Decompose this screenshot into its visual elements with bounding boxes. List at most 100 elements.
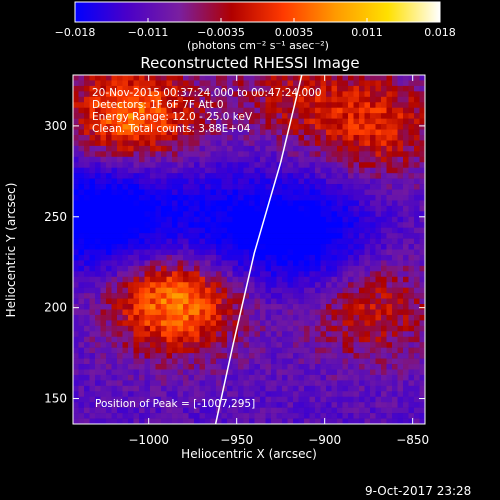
- heatmap-pixel: [232, 276, 239, 283]
- heatmap-pixel: [419, 124, 425, 130]
- heatmap-pixel: [155, 184, 162, 190]
- heatmap-pixel: [419, 353, 425, 359]
- heatmap-pixel: [375, 276, 382, 283]
- heatmap-pixel: [172, 129, 178, 136]
- heatmap-pixel: [309, 276, 316, 283]
- heatmap-pixel: [205, 75, 211, 81]
- heatmap-pixel: [320, 238, 327, 245]
- heatmap-pixel: [364, 194, 371, 201]
- heatmap-pixel: [348, 244, 354, 250]
- heatmap-pixel: [381, 129, 387, 136]
- heatmap-pixel: [276, 211, 283, 218]
- heatmap-pixel: [89, 178, 96, 185]
- heatmap-pixel: [331, 369, 338, 376]
- heatmap-pixel: [342, 194, 349, 201]
- heatmap-pixel: [100, 200, 107, 207]
- heatmap-pixel: [282, 162, 288, 168]
- heatmap-pixel: [375, 145, 382, 152]
- heatmap-pixel: [177, 287, 184, 294]
- heatmap-pixel: [122, 353, 129, 359]
- heatmap-pixel: [78, 156, 85, 163]
- heatmap-pixel: [133, 347, 140, 354]
- heatmap-pixel: [293, 216, 299, 223]
- heatmap-pixel: [419, 385, 425, 392]
- heatmap-pixel: [221, 304, 228, 310]
- heatmap-pixel: [293, 249, 299, 256]
- heatmap-pixel: [403, 325, 409, 332]
- heatmap-pixel: [161, 402, 167, 408]
- heatmap-pixel: [304, 287, 310, 294]
- heatmap-pixel: [106, 118, 112, 125]
- heatmap-pixel: [78, 205, 85, 212]
- heatmap-pixel: [353, 162, 360, 168]
- heatmap-pixel: [287, 265, 294, 272]
- heatmap-pixel: [139, 107, 145, 114]
- heatmap-pixel: [392, 118, 398, 125]
- heatmap-pixel: [205, 151, 211, 158]
- heatmap-pixel: [315, 140, 321, 147]
- heatmap-pixel: [249, 413, 255, 419]
- heatmap-pixel: [348, 145, 354, 152]
- heatmap-pixel: [210, 96, 217, 103]
- heatmap-pixel: [337, 96, 343, 103]
- heatmap-pixel: [216, 134, 222, 141]
- heatmap-pixel: [117, 151, 123, 158]
- heatmap-pixel: [161, 189, 167, 196]
- heatmap-pixel: [392, 265, 398, 272]
- heatmap-pixel: [260, 129, 266, 136]
- heatmap-pixel: [282, 80, 288, 87]
- heatmap-pixel: [84, 336, 90, 343]
- heatmap-pixel: [403, 254, 409, 261]
- heatmap-pixel: [260, 413, 266, 419]
- heatmap-pixel: [172, 216, 178, 223]
- heatmap-pixel: [342, 336, 349, 343]
- heatmap-pixel: [254, 249, 261, 256]
- heatmap-pixel: [232, 91, 239, 98]
- heatmap-pixel: [100, 391, 107, 398]
- heatmap-pixel: [144, 380, 151, 387]
- heatmap-pixel: [271, 298, 277, 305]
- heatmap-pixel: [166, 380, 173, 387]
- heatmap-pixel: [282, 151, 288, 158]
- heatmap-pixel: [381, 287, 387, 294]
- heatmap-pixel: [370, 396, 376, 403]
- heatmap-pixel: [188, 418, 195, 424]
- heatmap-pixel: [320, 156, 327, 163]
- heatmap-pixel: [375, 194, 382, 201]
- heatmap-pixel: [359, 287, 365, 294]
- heatmap-pixel: [166, 134, 173, 141]
- heatmap-pixel: [227, 342, 233, 348]
- heatmap-pixel: [194, 129, 200, 136]
- heatmap-pixel: [227, 244, 233, 250]
- heatmap-pixel: [128, 80, 134, 87]
- heatmap-pixel: [326, 265, 332, 272]
- heatmap-pixel: [221, 385, 228, 392]
- heatmap-pixel: [392, 413, 398, 419]
- heatmap-pixel: [260, 173, 266, 179]
- heatmap-pixel: [359, 271, 365, 278]
- heatmap-pixel: [320, 233, 327, 239]
- heatmap-pixel: [298, 287, 305, 294]
- heatmap-pixel: [320, 276, 327, 283]
- heatmap-pixel: [106, 369, 112, 376]
- heatmap-pixel: [408, 385, 415, 392]
- heatmap-pixel: [122, 287, 129, 294]
- heatmap-pixel: [298, 91, 305, 98]
- heatmap-pixel: [216, 331, 222, 338]
- heatmap-pixel: [106, 413, 112, 419]
- heatmap-pixel: [397, 124, 404, 130]
- heatmap-pixel: [199, 107, 206, 114]
- heatmap-pixel: [419, 271, 425, 278]
- heatmap-pixel: [408, 227, 415, 234]
- heatmap-pixel: [221, 244, 228, 250]
- heatmap-pixel: [381, 85, 387, 92]
- heatmap-pixel: [95, 293, 101, 299]
- heatmap-pixel: [150, 413, 156, 419]
- heatmap-pixel: [397, 162, 404, 168]
- heatmap-pixel: [172, 298, 178, 305]
- heatmap-pixel: [331, 396, 338, 403]
- heatmap-pixel: [216, 85, 222, 92]
- heatmap-pixel: [408, 342, 415, 348]
- heatmap-pixel: [210, 211, 217, 218]
- heatmap-pixel: [205, 140, 211, 147]
